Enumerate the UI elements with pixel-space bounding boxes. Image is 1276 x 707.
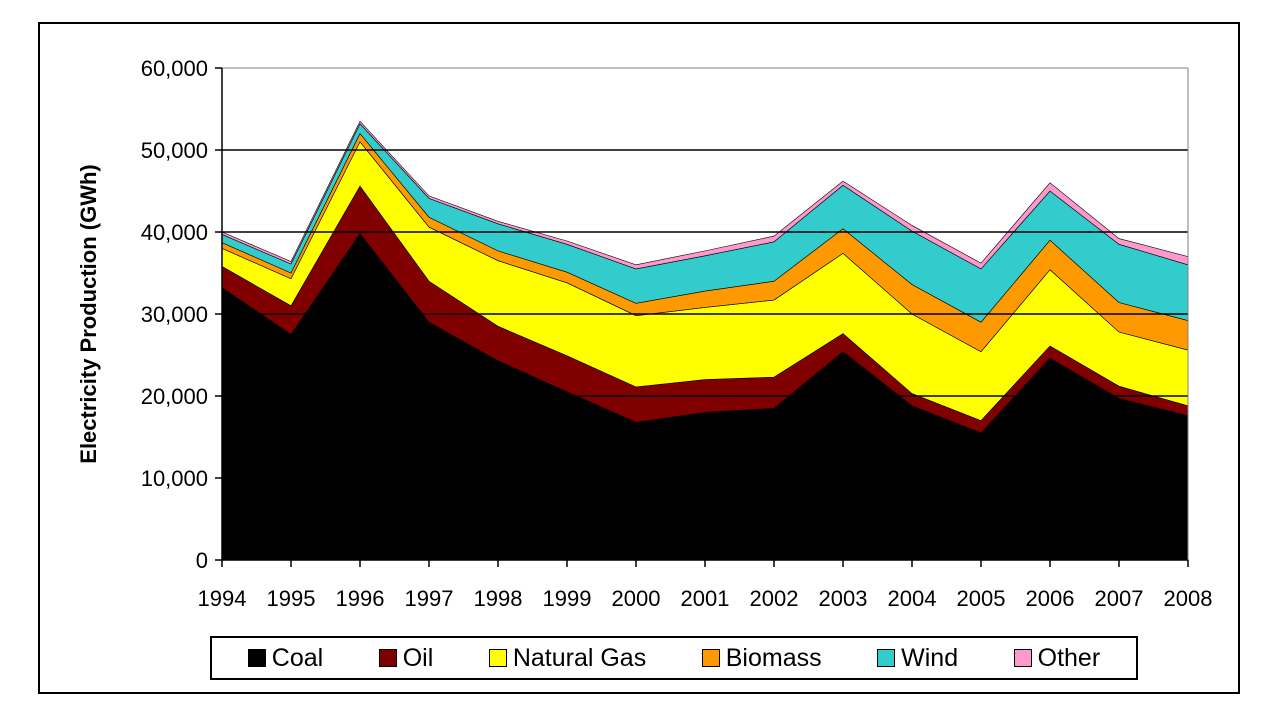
x-tick-label: 2005 xyxy=(957,586,1006,611)
x-tick-label: 2000 xyxy=(612,586,661,611)
x-tick-label: 1997 xyxy=(405,586,454,611)
y-tick-labels: 0 10,000 20,000 30,000 40,000 50,000 60,000 xyxy=(141,56,208,573)
x-tick-label: 2008 xyxy=(1164,586,1213,611)
x-tick-label: 2004 xyxy=(888,586,937,611)
x-tick-label: 2001 xyxy=(681,586,730,611)
legend-label: Coal xyxy=(271,643,324,672)
legend-swatch xyxy=(701,649,720,667)
legend-swatch xyxy=(488,649,507,667)
x-tick-label: 2002 xyxy=(750,586,799,611)
legend-item-wind: Wind xyxy=(877,644,958,673)
legend-swatch xyxy=(1013,649,1032,667)
y-tick-label: 10,000 xyxy=(141,466,208,491)
x-tick-label: 1996 xyxy=(336,586,385,611)
gridlines xyxy=(215,67,1188,561)
legend-label: Wind xyxy=(901,643,959,672)
legend-item-natural-gas: Natural Gas xyxy=(488,643,647,673)
legend-label: Other xyxy=(1037,643,1101,672)
y-tick-label: 50,000 xyxy=(141,138,208,163)
x-tick-label: 2006 xyxy=(1026,586,1075,611)
axes xyxy=(221,68,1189,567)
legend-item-biomass: Biomass xyxy=(701,643,822,673)
y-tick-label: 30,000 xyxy=(141,302,208,327)
y-tick-label: 0 xyxy=(196,548,208,573)
y-tick-label: 40,000 xyxy=(141,220,208,245)
y-tick-label: 20,000 xyxy=(141,384,208,409)
legend-label: Oil xyxy=(402,643,434,672)
legend-swatch xyxy=(247,649,266,667)
x-tick-label: 1999 xyxy=(543,586,592,611)
legend-swatch xyxy=(877,649,896,667)
legend-swatch xyxy=(378,649,397,667)
x-tick-labels: 1994 1995 1996 1997 1998 1999 2000 2001 2002 2003… xyxy=(198,586,1213,611)
legend: Coal Oil Natural Gas Biomass Wind Other xyxy=(210,636,1138,680)
legend-item-other: Other xyxy=(1013,643,1101,673)
legend-item-coal: Coal xyxy=(247,643,324,673)
y-tick-label: 60,000 xyxy=(141,56,208,81)
x-tick-label: 2003 xyxy=(819,586,868,611)
x-tick-label: 1995 xyxy=(267,586,316,611)
legend-label: Biomass xyxy=(725,643,822,672)
x-tick-label: 2007 xyxy=(1095,586,1144,611)
y-axis-title: Electricity Production (GWh) xyxy=(76,164,101,463)
legend-item-oil: Oil xyxy=(378,643,434,673)
x-tick-label: 1994 xyxy=(198,586,247,611)
x-tick-label: 1998 xyxy=(474,586,523,611)
legend-label: Natural Gas xyxy=(512,643,647,672)
